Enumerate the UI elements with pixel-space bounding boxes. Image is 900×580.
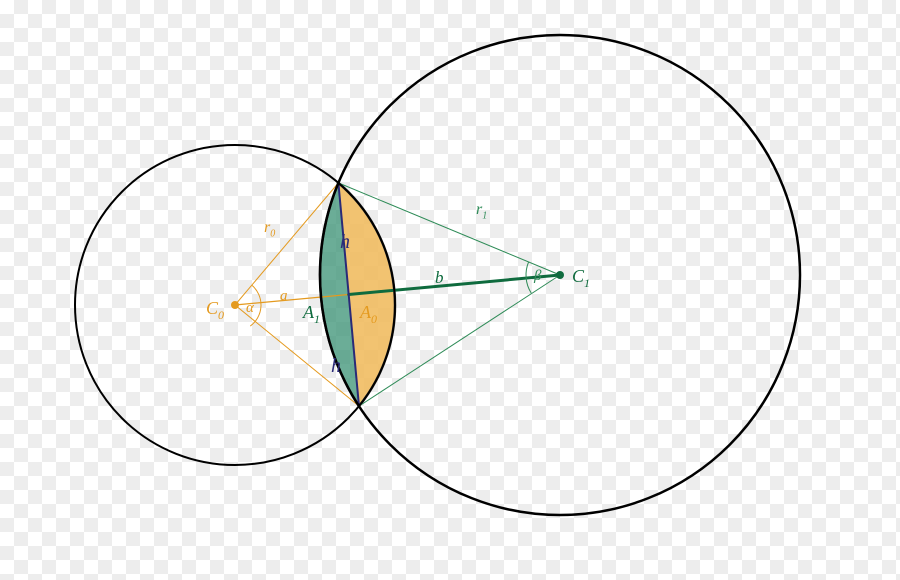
label-b: b [435,268,444,287]
label-A1: A1 [302,302,320,326]
label-h_top: h [340,231,350,253]
label-r0: r0 [264,219,275,239]
point-c1 [556,271,564,279]
label-C0: C0 [206,298,224,322]
geometry-diagram: C0C1r0r1αβabhhA0A1 [0,0,900,580]
label-beta: β [533,268,542,284]
label-a: a [280,288,288,304]
label-h_bot: h [331,355,341,377]
label-r1: r1 [476,201,487,221]
point-c0 [231,301,239,309]
label-C1: C1 [572,266,590,290]
label-alpha: α [246,300,255,316]
